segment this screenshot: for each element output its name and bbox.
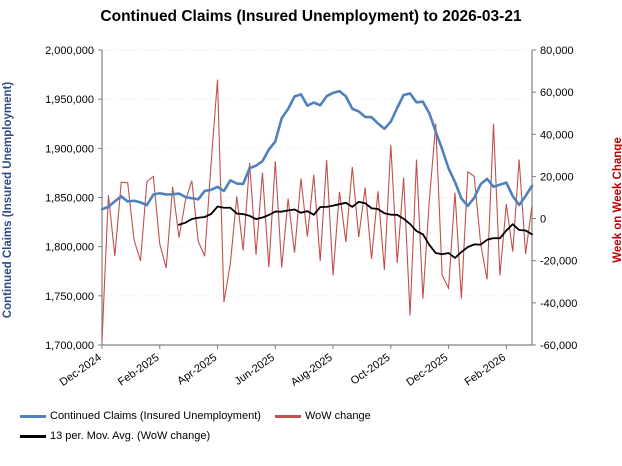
svg-text:Oct-2025: Oct-2025 <box>349 352 393 388</box>
svg-text:1,700,000: 1,700,000 <box>45 340 94 352</box>
svg-text:-40,000: -40,000 <box>540 298 577 310</box>
svg-text:Dec-2024: Dec-2024 <box>58 352 104 389</box>
svg-text:20,000: 20,000 <box>540 171 574 183</box>
svg-text:Aug-2025: Aug-2025 <box>289 352 335 389</box>
svg-text:-60,000: -60,000 <box>540 340 577 352</box>
svg-text:0: 0 <box>540 214 546 226</box>
svg-text:60,000: 60,000 <box>540 87 574 99</box>
svg-text:1,950,000: 1,950,000 <box>45 94 94 106</box>
svg-text:Apr-2025: Apr-2025 <box>175 352 219 388</box>
svg-text:1,900,000: 1,900,000 <box>45 143 94 155</box>
svg-text:-20,000: -20,000 <box>540 256 577 268</box>
svg-text:Feb-2026: Feb-2026 <box>463 352 508 389</box>
svg-text:1,850,000: 1,850,000 <box>45 193 94 205</box>
svg-text:1,750,000: 1,750,000 <box>45 291 94 303</box>
svg-text:40,000: 40,000 <box>540 129 574 141</box>
svg-text:Dec-2025: Dec-2025 <box>404 352 450 389</box>
svg-text:Feb-2025: Feb-2025 <box>116 352 161 389</box>
svg-text:1,800,000: 1,800,000 <box>45 242 94 254</box>
svg-text:80,000: 80,000 <box>540 45 574 57</box>
svg-text:Jun-2025: Jun-2025 <box>233 352 277 388</box>
svg-text:2,000,000: 2,000,000 <box>45 45 94 57</box>
